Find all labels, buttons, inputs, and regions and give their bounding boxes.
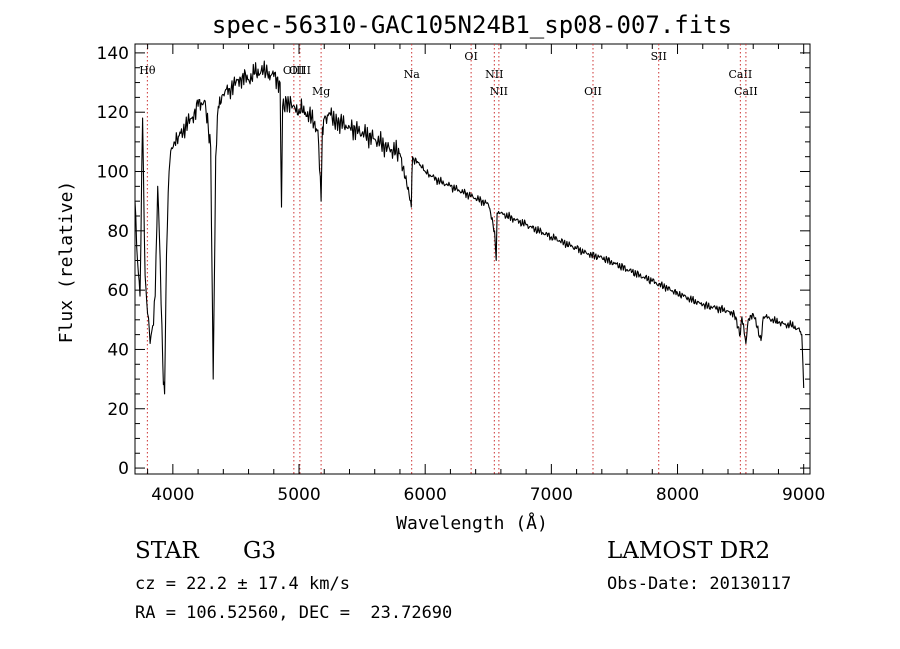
line-marker-label: OIII — [289, 64, 311, 77]
y-tick-label: 80 — [107, 222, 129, 242]
line-marker-label: Mg — [312, 85, 330, 98]
series-line — [134, 60, 805, 395]
subclass: G3 — [243, 538, 277, 564]
line-marker-label: NII — [485, 68, 503, 81]
line-marker-label: OII — [584, 85, 602, 98]
series-layer — [134, 60, 805, 395]
x-tick-label: 5000 — [277, 485, 320, 505]
x-axis-label: Wavelength (Å) — [396, 512, 548, 534]
y-tick-label: 140 — [97, 44, 129, 64]
line-marker-label: CaII — [734, 85, 758, 98]
y-tick-label: 40 — [107, 340, 129, 360]
line-marker-label: SII — [651, 50, 667, 63]
line-marker-label: OIII — [283, 64, 305, 77]
survey-name: LAMOST DR2 — [607, 538, 771, 564]
line-marker-label: OI — [464, 50, 477, 63]
axis-ticks: 4000 5000 6000 7000 8000 9000 0 20 40 60 80 100 120 1… — [97, 44, 826, 505]
object-type: STAR — [135, 538, 199, 564]
obs-date-line: Obs-Date: 20130117 — [607, 574, 792, 594]
line-marker-label: CaII — [729, 68, 753, 81]
line-marker-label: NII — [490, 85, 508, 98]
x-tick-label: 7000 — [530, 485, 573, 505]
y-tick-label: 60 — [107, 281, 129, 301]
chart-title: spec-56310-GAC105N24B1_sp08-007.fits — [212, 11, 732, 39]
plot-frame — [134, 43, 811, 475]
y-tick-label: 120 — [97, 103, 129, 123]
y-axis-label: Flux (relative) — [56, 181, 77, 344]
line-marker-label: Na — [404, 68, 421, 81]
y-tick-label: 20 — [107, 400, 129, 420]
redshift-line: cz = 22.2 ± 17.4 km/s — [135, 574, 350, 594]
coords-line: RA = 106.52560, DEC = 23.72690 — [135, 603, 453, 623]
line-marker-label: Hθ — [139, 64, 156, 77]
x-tick-label: 9000 — [782, 485, 825, 505]
x-tick-label: 4000 — [151, 485, 194, 505]
y-tick-label: 100 — [97, 163, 129, 183]
x-tick-label: 6000 — [404, 485, 447, 505]
x-tick-label: 8000 — [656, 485, 699, 505]
y-tick-label: 0 — [118, 459, 129, 479]
